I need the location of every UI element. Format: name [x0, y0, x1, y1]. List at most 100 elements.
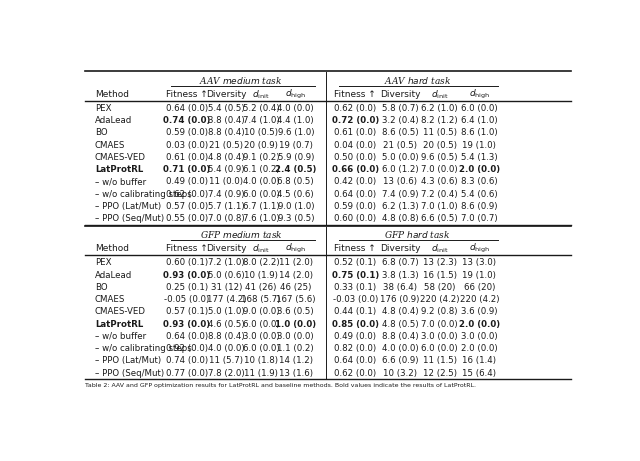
Text: 3.6 (0.5): 3.6 (0.5) [278, 307, 314, 316]
Text: Table 2: AAV and GFP optimization results for LatProtRL and baseline methods. Bo: Table 2: AAV and GFP optimization result… [85, 384, 476, 389]
Text: Diversity: Diversity [380, 90, 420, 99]
Text: – PPO (Lat/Mut): – PPO (Lat/Mut) [95, 202, 161, 211]
Text: 6.0 (0.0): 6.0 (0.0) [243, 319, 279, 329]
Text: 10 (3.2): 10 (3.2) [383, 368, 417, 378]
Text: 0.59 (0.0): 0.59 (0.0) [166, 129, 207, 137]
Text: 9.2 (0.8): 9.2 (0.8) [421, 307, 458, 316]
Text: 19 (1.0): 19 (1.0) [462, 141, 496, 150]
Text: 19 (1.0): 19 (1.0) [462, 271, 496, 279]
Text: 177 (4.2): 177 (4.2) [207, 295, 246, 304]
Text: 5.9 (0.9): 5.9 (0.9) [278, 153, 314, 162]
Text: 8.8 (0.4): 8.8 (0.4) [381, 332, 418, 341]
Text: 41 (26): 41 (26) [245, 283, 276, 292]
Text: 16 (1.4): 16 (1.4) [462, 356, 496, 365]
Text: 4.8 (0.8): 4.8 (0.8) [381, 214, 418, 223]
Text: 6.0 (0.0): 6.0 (0.0) [243, 189, 279, 199]
Text: 7.2 (0.4): 7.2 (0.4) [421, 189, 458, 199]
Text: 0.75 (0.1): 0.75 (0.1) [332, 271, 379, 279]
Text: 15 (6.4): 15 (6.4) [462, 368, 496, 378]
Text: Fitness ↑: Fitness ↑ [335, 244, 376, 254]
Text: 8.6 (0.5): 8.6 (0.5) [381, 129, 418, 137]
Text: 3.0 (0.0): 3.0 (0.0) [243, 332, 279, 341]
Text: 6.6 (0.9): 6.6 (0.9) [381, 356, 418, 365]
Text: 0.33 (0.1): 0.33 (0.1) [334, 283, 376, 292]
Text: GFP $\it{medium}$ task: GFP $\it{medium}$ task [200, 230, 283, 240]
Text: 58 (20): 58 (20) [424, 283, 455, 292]
Text: 2.0 (0.0): 2.0 (0.0) [461, 344, 497, 353]
Text: 0.85 (0.0): 0.85 (0.0) [332, 319, 379, 329]
Text: 0.93 (0.0): 0.93 (0.0) [163, 319, 210, 329]
Text: 0.93 (0.0): 0.93 (0.0) [163, 271, 210, 279]
Text: 0.72 (0.0): 0.72 (0.0) [332, 116, 379, 125]
Text: 4.8 (0.4): 4.8 (0.4) [208, 153, 244, 162]
Text: 5.8 (0.7): 5.8 (0.7) [381, 104, 418, 113]
Text: 8.6 (1.0): 8.6 (1.0) [461, 129, 497, 137]
Text: 2.0 (0.0): 2.0 (0.0) [459, 319, 500, 329]
Text: 11 (5.7): 11 (5.7) [209, 356, 243, 365]
Text: 4.3 (0.6): 4.3 (0.6) [421, 177, 458, 186]
Text: 9.3 (0.5): 9.3 (0.5) [278, 214, 314, 223]
Text: 2.4 (0.5): 2.4 (0.5) [275, 165, 316, 174]
Text: $d_\mathrm{init}$: $d_\mathrm{init}$ [252, 88, 270, 100]
Text: 3.0 (0.0): 3.0 (0.0) [421, 332, 458, 341]
Text: 20 (0.9): 20 (0.9) [244, 141, 278, 150]
Text: 7.2 (1.0): 7.2 (1.0) [208, 258, 244, 267]
Text: Method: Method [95, 244, 129, 254]
Text: $d_\mathrm{high}$: $d_\mathrm{high}$ [285, 88, 307, 101]
Text: 7.0 (0.8): 7.0 (0.8) [208, 214, 244, 223]
Text: 0.62 (0.0): 0.62 (0.0) [334, 368, 376, 378]
Text: 4.8 (0.5): 4.8 (0.5) [381, 319, 418, 329]
Text: 16 (1.5): 16 (1.5) [422, 271, 456, 279]
Text: AdaLead: AdaLead [95, 271, 132, 279]
Text: 0.44 (0.1): 0.44 (0.1) [334, 307, 376, 316]
Text: 8.0 (2.2): 8.0 (2.2) [243, 258, 279, 267]
Text: 10 (1.8): 10 (1.8) [244, 356, 278, 365]
Text: 6.4 (1.0): 6.4 (1.0) [461, 116, 497, 125]
Text: 0.66 (0.0): 0.66 (0.0) [332, 165, 379, 174]
Text: 0.49 (0.0): 0.49 (0.0) [166, 177, 207, 186]
Text: 8.8 (0.4): 8.8 (0.4) [208, 129, 244, 137]
Text: 9.6 (0.5): 9.6 (0.5) [421, 153, 458, 162]
Text: 7.8 (2.0): 7.8 (2.0) [208, 368, 244, 378]
Text: 6.1 (0.2): 6.1 (0.2) [243, 165, 279, 174]
Text: 9.0 (0.0): 9.0 (0.0) [243, 307, 279, 316]
Text: CMAES: CMAES [95, 141, 125, 150]
Text: 8.6 (0.9): 8.6 (0.9) [461, 202, 497, 211]
Text: 9.6 (1.0): 9.6 (1.0) [278, 129, 314, 137]
Text: 10 (0.5): 10 (0.5) [244, 129, 278, 137]
Text: 7.4 (0.9): 7.4 (0.9) [208, 189, 244, 199]
Text: LatProtRL: LatProtRL [95, 165, 143, 174]
Text: 5.0 (1.0): 5.0 (1.0) [208, 307, 244, 316]
Text: 6.0 (1.2): 6.0 (1.2) [381, 165, 418, 174]
Text: 7.0 (0.0): 7.0 (0.0) [421, 319, 458, 329]
Text: 3.0 (0.0): 3.0 (0.0) [278, 332, 314, 341]
Text: 10 (1.9): 10 (1.9) [244, 271, 278, 279]
Text: 0.62 (0.0): 0.62 (0.0) [334, 104, 376, 113]
Text: -0.03 (0.0): -0.03 (0.0) [333, 295, 378, 304]
Text: 4.8 (0.4): 4.8 (0.4) [381, 307, 418, 316]
Text: Diversity: Diversity [206, 90, 246, 99]
Text: 4.5 (0.6): 4.5 (0.6) [278, 189, 314, 199]
Text: 0.50 (0.0): 0.50 (0.0) [334, 153, 376, 162]
Text: – w/o buffer: – w/o buffer [95, 177, 146, 186]
Text: 21 (0.5): 21 (0.5) [383, 141, 417, 150]
Text: 21 (0.5): 21 (0.5) [209, 141, 243, 150]
Text: 0.64 (0.0): 0.64 (0.0) [166, 104, 208, 113]
Text: 0.77 (0.0): 0.77 (0.0) [166, 368, 208, 378]
Text: 4.0 (0.0): 4.0 (0.0) [243, 177, 279, 186]
Text: 4.0 (0.0): 4.0 (0.0) [278, 104, 314, 113]
Text: 9.1 (0.2): 9.1 (0.2) [243, 153, 279, 162]
Text: 8.2 (1.2): 8.2 (1.2) [421, 116, 458, 125]
Text: 0.61 (0.0): 0.61 (0.0) [334, 129, 376, 137]
Text: Method: Method [95, 90, 129, 99]
Text: 14 (2.0): 14 (2.0) [279, 271, 313, 279]
Text: AAV $\it{hard}$ task: AAV $\it{hard}$ task [384, 75, 451, 86]
Text: 5.0 (0.0): 5.0 (0.0) [381, 153, 418, 162]
Text: 0.64 (0.0): 0.64 (0.0) [334, 356, 376, 365]
Text: 13 (2.3): 13 (2.3) [422, 258, 456, 267]
Text: – w/o calibrating steps: – w/o calibrating steps [95, 189, 191, 199]
Text: 0.52 (0.1): 0.52 (0.1) [334, 258, 376, 267]
Text: 5.0 (0.6): 5.0 (0.6) [208, 271, 244, 279]
Text: 0.61 (0.0): 0.61 (0.0) [166, 153, 208, 162]
Text: 0.60 (0.1): 0.60 (0.1) [166, 258, 208, 267]
